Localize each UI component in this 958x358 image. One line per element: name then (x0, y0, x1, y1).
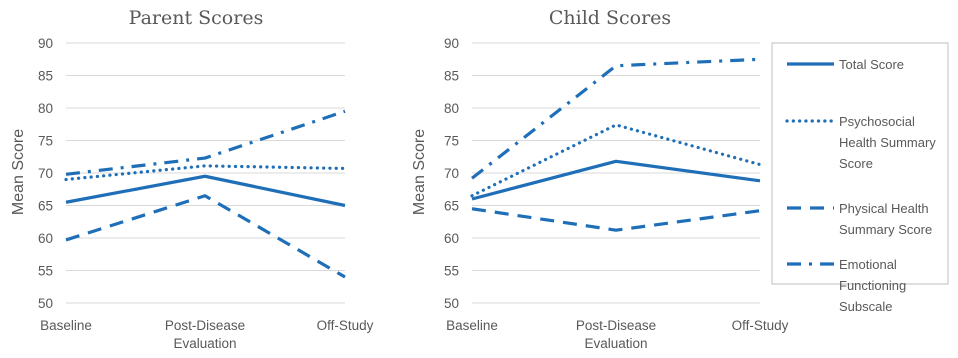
x-tick-label: Post-Disease Evaluation (576, 318, 656, 351)
series-line (64, 164, 347, 182)
x-tick-label: Post-Disease Evaluation (165, 318, 245, 351)
y-tick-label: 85 (444, 69, 459, 84)
y-axis-label: Mean Score (10, 129, 27, 215)
legend: Total Score Psychosocial Health Summary Sco… (771, 42, 949, 314)
y-tick-label: 70 (444, 166, 459, 181)
x-tick-label: Off-Study (732, 318, 789, 333)
legend-label: Total Score (839, 57, 904, 72)
y-tick-label: 55 (38, 264, 53, 279)
y-tick-label: 75 (38, 134, 53, 149)
series-line (65, 109, 346, 176)
series-line (471, 159, 761, 201)
y-tick-label: 80 (38, 101, 53, 116)
y-tick-label: 50 (38, 296, 53, 311)
y-tick-label: 90 (38, 36, 53, 51)
legend-label: Emotional Functioning Subscale (839, 257, 906, 314)
x-tick-label: Baseline (446, 318, 498, 333)
y-tick-label: 75 (444, 134, 459, 149)
y-tick-label: 50 (444, 296, 459, 311)
y-tick-label: 65 (444, 199, 459, 214)
child-scores-chart: Child Scores Mean Score 50 55 60 65 70 75 80 85… (411, 7, 789, 351)
y-tick-label: 70 (38, 166, 53, 181)
y-tick-label: 55 (444, 264, 459, 279)
y-tick-label: 85 (38, 69, 53, 84)
x-tick-label: Off-Study (317, 318, 374, 333)
x-tick-label: Baseline (40, 318, 92, 333)
series-line (65, 174, 346, 208)
y-tick-label: 80 (444, 101, 459, 116)
series-line (471, 207, 761, 232)
chart-title: Parent Scores (129, 7, 264, 29)
legend-label: Physical Health Summary Score (839, 201, 932, 237)
y-tick-label: 90 (444, 36, 459, 51)
legend-box (771, 42, 949, 285)
y-tick-label: 60 (38, 231, 53, 246)
y-tick-label: 60 (444, 231, 459, 246)
y-axis-label: Mean Score (411, 129, 428, 215)
y-tick-label: 65 (38, 199, 53, 214)
chart-title: Child Scores (549, 7, 671, 29)
series-line (65, 194, 346, 279)
legend-label: Psychosocial Health Summary Score (839, 114, 936, 171)
parent-scores-chart: Parent Scores Mean Score 50 55 60 65 70 75 80 8… (10, 7, 374, 351)
